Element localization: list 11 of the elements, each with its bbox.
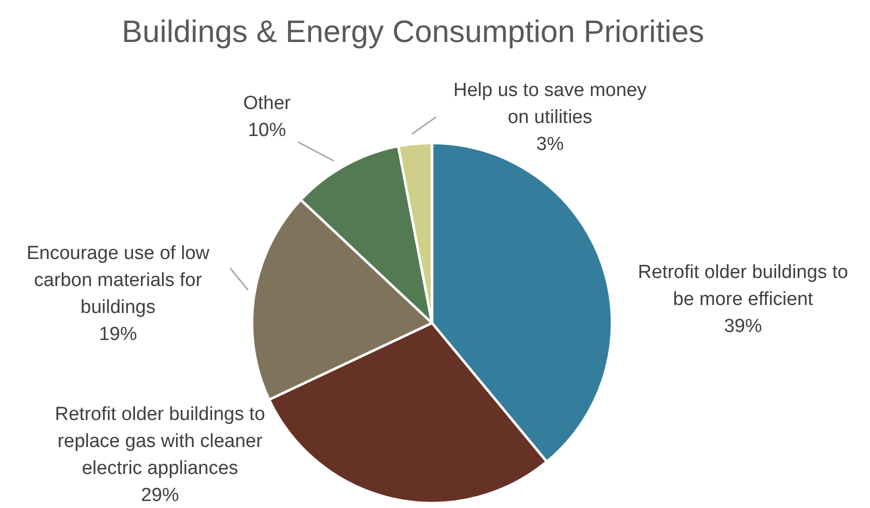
data-label: 19% — [98, 324, 138, 345]
slice-label: Encourage use of low carbon materials for buildings — [26, 243, 210, 318]
slice-label: Retrofit older buildings to be more efficient — [638, 262, 848, 310]
chart-title: Buildings & Energy Consumption Priorities — [122, 14, 704, 49]
slice-label: Help us to save money on utilities — [453, 80, 648, 128]
slice-label: Retrofit older buildings to replace gas with cleaner electric appliances — [54, 404, 266, 479]
data-label: 10% — [248, 120, 286, 141]
data-label: 3% — [536, 134, 564, 155]
data-label: 39% — [724, 316, 762, 337]
data-label: 29% — [140, 485, 180, 506]
slice-label: Other — [243, 93, 292, 114]
